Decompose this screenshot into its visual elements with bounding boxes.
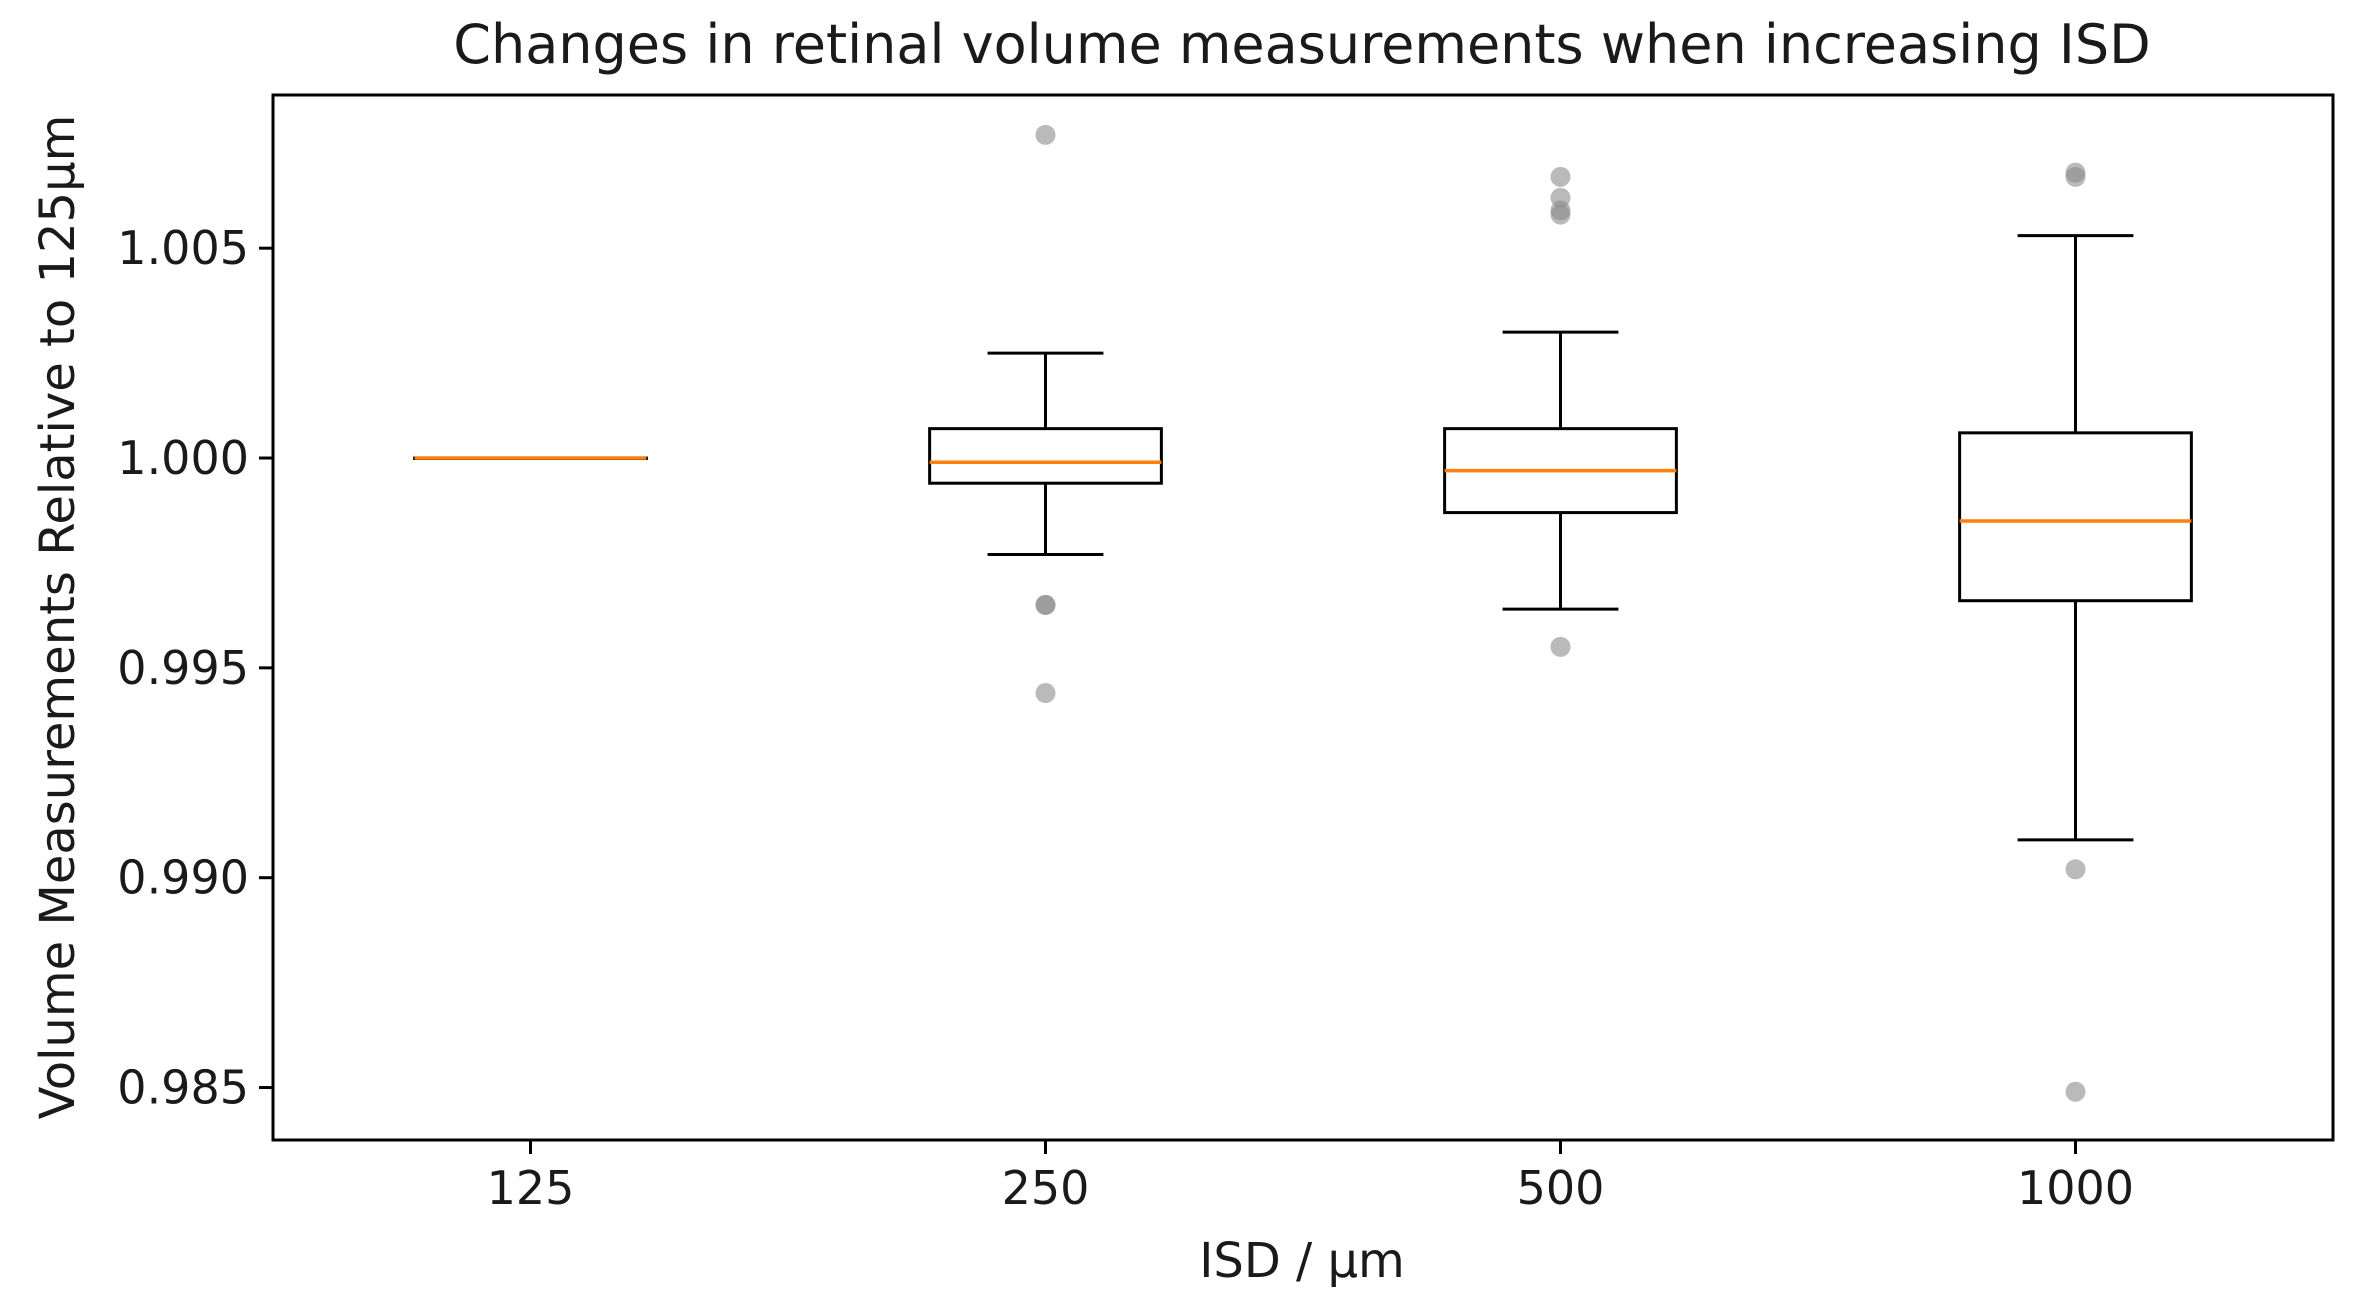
outlier-point <box>2065 1081 2086 1102</box>
y-tick-label: 1.005 <box>117 221 249 275</box>
box-group-500 <box>1443 166 1678 657</box>
outlier-point <box>1550 636 1571 657</box>
outlier-point <box>1035 594 1056 615</box>
plot-frame <box>271 93 2335 1142</box>
x-tick-label: 500 <box>1517 1161 1605 1215</box>
outlier-point <box>1550 166 1571 187</box>
box-group-125 <box>413 456 648 461</box>
outlier-point <box>1550 187 1571 208</box>
box-group-1000 <box>1958 162 2193 1102</box>
y-tick-label: 0.995 <box>117 641 249 695</box>
x-tick-label: 250 <box>1002 1161 1090 1215</box>
box-plots <box>413 124 2193 1102</box>
y-tick-label: 1.000 <box>117 431 249 485</box>
outlier-point <box>2065 859 2086 880</box>
y-axis-label: Volume Measurements Relative to 125µm <box>30 115 86 1120</box>
chart-title: Changes in retinal volume measurements w… <box>453 13 2150 76</box>
x-axis-label: ISD / µm <box>1199 1233 1405 1289</box>
outlier-point <box>1035 124 1056 145</box>
outlier-point <box>2065 162 2086 183</box>
box <box>928 427 1163 485</box>
box <box>1958 431 2193 603</box>
x-tick-label: 1000 <box>2017 1161 2134 1215</box>
y-axis: 0.985 0.990 0.995 1.000 1.005 <box>117 221 273 1115</box>
outlier-point <box>1035 683 1056 704</box>
box-group-250 <box>928 124 1163 704</box>
y-tick-label: 0.990 <box>117 851 249 905</box>
x-axis: 125 250 500 1000 <box>487 1140 2134 1215</box>
y-tick-label: 0.985 <box>117 1061 249 1115</box>
x-tick-label: 125 <box>487 1161 575 1215</box>
